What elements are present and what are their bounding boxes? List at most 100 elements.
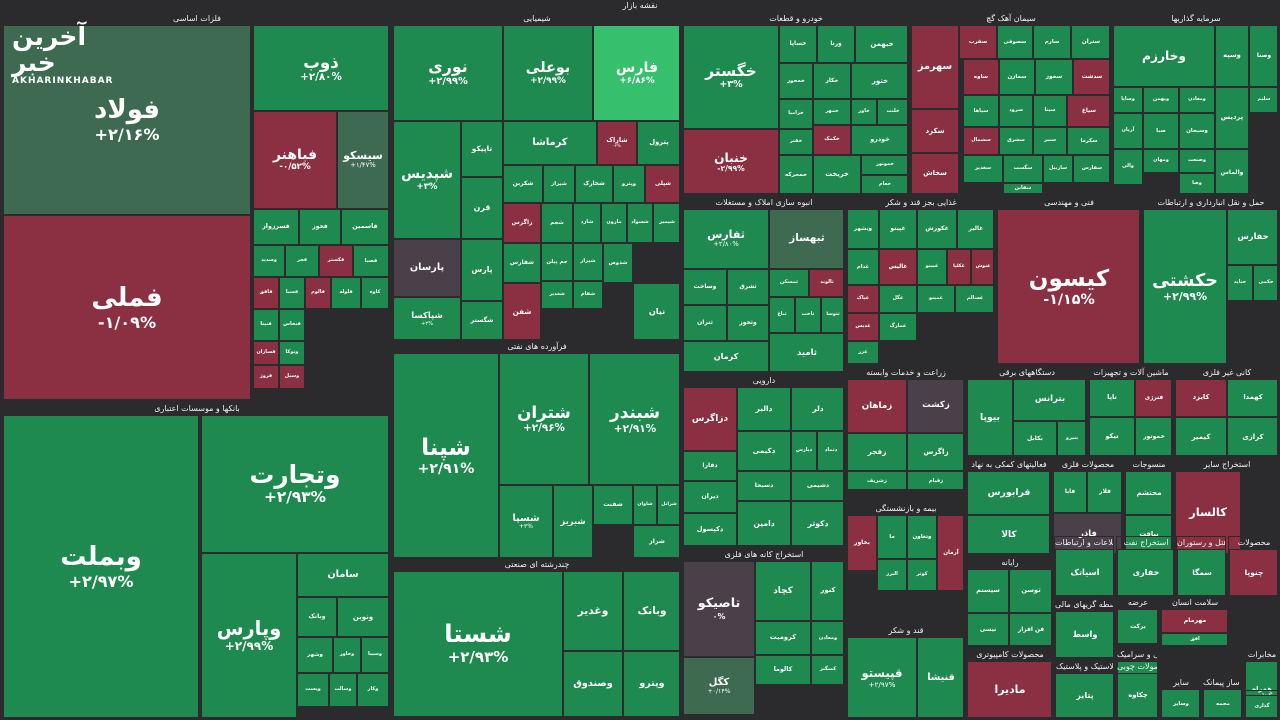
stock-tile[interactable]: فروژ — [253, 365, 279, 389]
stock-tile[interactable]: فصبا — [353, 245, 389, 277]
stock-tile[interactable]: تیکو — [1089, 417, 1135, 455]
stock-tile[interactable]: شپلی — [645, 165, 679, 203]
stock-tile[interactable]: فاسمین — [341, 209, 389, 245]
stock-tile[interactable]: افق — [1161, 633, 1227, 645]
stock-tile[interactable]: فلار — [1087, 471, 1121, 513]
stock-tile[interactable]: فباهنر -۰/۵۲% — [253, 111, 337, 209]
stock-tile[interactable]: مادیرا — [967, 661, 1051, 717]
stock-tile[interactable]: بنیرو — [1057, 421, 1085, 455]
stock-tile[interactable]: ثبهساز — [769, 209, 843, 269]
stock-tile[interactable]: زفجر — [847, 433, 907, 471]
stock-tile[interactable]: شتران +۲/۹۶% — [499, 353, 589, 485]
stock-tile[interactable]: ساوه — [963, 59, 999, 95]
stock-tile[interactable]: کالا — [967, 515, 1049, 553]
stock-tile[interactable]: صبا — [1143, 113, 1179, 149]
stock-tile[interactable]: خریخت — [813, 155, 861, 193]
stock-tile[interactable]: وسینا — [361, 637, 389, 673]
stock-tile[interactable]: دکیمی — [737, 431, 791, 471]
stock-tile[interactable]: وپارس +۲/۹۹% — [201, 553, 297, 717]
stock-tile[interactable]: خلنت — [877, 99, 907, 125]
stock-tile[interactable]: سیتا — [1033, 95, 1067, 127]
stock-tile[interactable]: زقیام — [907, 471, 963, 489]
stock-tile[interactable]: فسبا — [279, 277, 305, 309]
stock-tile[interactable]: والماس — [1215, 149, 1249, 193]
stock-tile[interactable]: دپارس — [791, 431, 817, 471]
stock-tile[interactable]: شگستر — [461, 301, 503, 339]
stock-tile[interactable]: دکپسول — [683, 513, 737, 545]
stock-tile[interactable]: فاذر — [1053, 513, 1121, 553]
stock-tile[interactable]: والی — [1113, 149, 1143, 185]
stock-tile[interactable]: شفارس — [503, 243, 541, 283]
stock-tile[interactable]: سقاین — [1003, 183, 1043, 193]
stock-tile[interactable]: زاگرس — [503, 203, 541, 243]
stock-tile[interactable]: برکت — [1117, 609, 1157, 643]
stock-tile[interactable]: وکار — [357, 673, 389, 707]
stock-tile[interactable]: وصندوق — [563, 651, 623, 717]
stock-tile[interactable]: ومعادن — [1179, 87, 1215, 113]
stock-tile[interactable]: ساربیل — [1043, 155, 1073, 183]
stock-tile[interactable]: پتایر — [1055, 673, 1113, 717]
stock-tile[interactable]: سارم — [1033, 25, 1071, 59]
stock-tile[interactable]: نیسی — [967, 613, 1009, 645]
stock-tile[interactable]: کاوه — [361, 277, 389, 309]
stock-tile[interactable]: کمنگنز — [811, 655, 843, 685]
stock-tile[interactable]: خزامیا — [779, 99, 813, 129]
stock-tile[interactable]: نیان — [633, 283, 679, 339]
stock-tile[interactable]: وساخت — [683, 269, 727, 305]
stock-tile[interactable]: وبانک — [623, 571, 679, 651]
stock-tile[interactable]: حفاری — [1117, 549, 1173, 595]
stock-tile[interactable]: کرماشا — [503, 121, 597, 165]
stock-tile[interactable]: غنوش — [971, 249, 993, 285]
stock-tile[interactable]: شدوص — [603, 243, 633, 283]
stock-tile[interactable]: غگل — [879, 285, 917, 313]
stock-tile[interactable]: ثفارس +۲/۸۰% — [683, 209, 769, 269]
stock-tile[interactable]: غالیس — [879, 249, 917, 285]
stock-tile[interactable]: فابا — [1053, 471, 1087, 513]
stock-tile[interactable]: زاگرس — [907, 433, 963, 471]
stock-tile[interactable]: ثالوند — [809, 269, 843, 297]
stock-tile[interactable]: خکمک — [813, 125, 851, 155]
stock-tile[interactable]: سیستم — [967, 569, 1009, 613]
stock-tile[interactable]: زماهان — [847, 379, 907, 433]
stock-tile[interactable]: وشهر — [297, 637, 333, 673]
stock-tile[interactable]: شراز — [633, 525, 679, 557]
stock-tile[interactable]: غمارگ — [879, 313, 917, 341]
stock-tile[interactable]: کایزد — [1175, 379, 1227, 417]
stock-tile[interactable]: سرود — [999, 95, 1033, 127]
stock-tile[interactable]: سخوز — [1035, 59, 1073, 95]
stock-tile[interactable]: وسدید — [253, 245, 285, 277]
stock-tile[interactable]: ثنوسا — [821, 297, 843, 333]
stock-tile[interactable]: خگستر +۳% — [683, 25, 779, 129]
stock-tile[interactable]: وصا — [1179, 173, 1215, 193]
stock-tile[interactable]: سهرمز — [911, 25, 959, 109]
stock-tile[interactable]: مارون — [601, 203, 627, 243]
stock-tile[interactable]: شاوان — [633, 485, 657, 525]
stock-tile[interactable]: گذاری — [1245, 695, 1277, 717]
stock-tile[interactable]: کرازی — [1227, 417, 1277, 455]
stock-tile[interactable]: غمینو — [917, 285, 955, 313]
stock-tile[interactable]: آریان — [1113, 113, 1143, 149]
stock-tile[interactable]: وثخوز — [727, 305, 769, 341]
stock-tile[interactable]: سمازن — [999, 59, 1035, 95]
stock-tile[interactable]: غسالم — [955, 285, 993, 313]
stock-tile[interactable]: زشریف — [847, 471, 907, 489]
stock-tile[interactable]: سیسکو +۱/۴۷% — [337, 111, 389, 209]
stock-tile[interactable]: ثاخت — [795, 297, 821, 333]
stock-tile[interactable]: ونوین — [337, 597, 389, 637]
stock-tile[interactable]: ومهان — [1143, 149, 1179, 173]
stock-tile[interactable]: غدیس — [847, 313, 879, 341]
stock-tile[interactable]: تاصیکو ۰% — [683, 561, 755, 657]
stock-tile[interactable]: کنور — [811, 561, 843, 621]
stock-tile[interactable]: سمگا — [1177, 549, 1225, 595]
stock-tile[interactable]: شیمیر — [653, 203, 679, 243]
stock-tile[interactable]: سغدیر — [963, 155, 1003, 183]
stock-tile[interactable]: دزاگرس — [683, 387, 737, 451]
stock-tile[interactable]: غالبر — [957, 209, 993, 249]
stock-tile[interactable]: دامین — [737, 501, 791, 545]
stock-tile[interactable]: وپترو — [623, 651, 679, 717]
stock-tile[interactable]: شخارک — [575, 165, 613, 203]
stock-tile[interactable]: شیراز — [573, 243, 603, 281]
stock-tile[interactable]: وسپه — [1215, 25, 1249, 87]
stock-tile[interactable]: فسرزواز — [253, 209, 299, 245]
stock-tile[interactable]: سفارس — [1073, 155, 1109, 183]
